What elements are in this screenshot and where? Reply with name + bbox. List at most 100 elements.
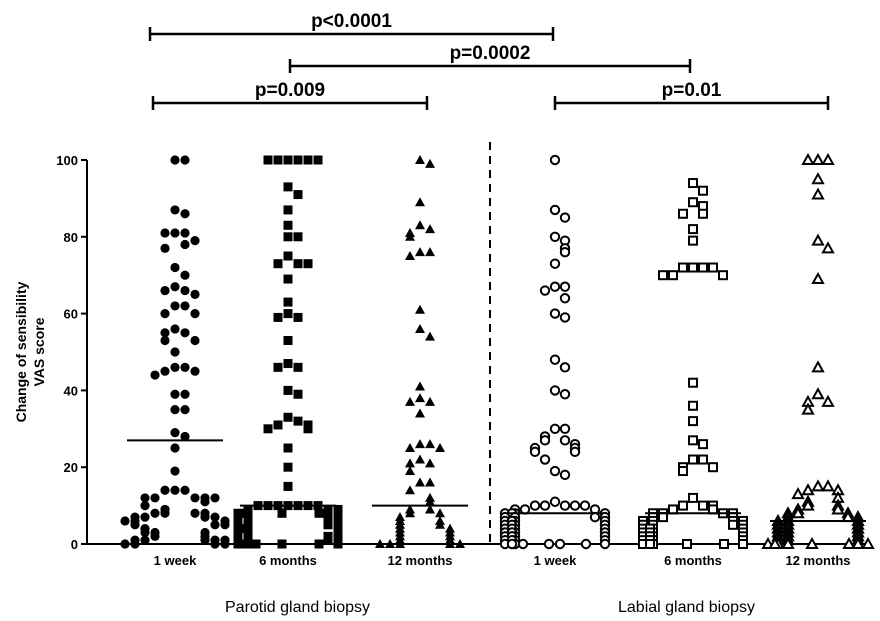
y-tick-label: 20: [64, 460, 78, 475]
data-point: [415, 247, 425, 257]
data-point: [263, 155, 273, 165]
data-point: [801, 152, 815, 165]
data-point: [170, 155, 180, 165]
data-point: [303, 424, 313, 434]
data-point: [415, 408, 425, 418]
data-point: [435, 508, 445, 518]
data-point: [375, 539, 385, 548]
data-point: [170, 205, 180, 215]
data-point: [313, 155, 323, 165]
data-point: [415, 477, 425, 487]
data-point: [190, 366, 200, 376]
data-point: [293, 416, 303, 426]
data-point: [283, 155, 293, 165]
data-point: [688, 262, 698, 273]
data-point: [559, 362, 571, 373]
data-point: [718, 270, 728, 281]
data-point: [698, 185, 708, 196]
data-point: [283, 251, 293, 261]
data-point: [283, 182, 293, 192]
data-point: [668, 270, 678, 281]
data-point: [293, 312, 303, 322]
data-point: [160, 285, 170, 296]
data-point: [273, 312, 283, 322]
data-point: [425, 158, 435, 168]
data-point: [569, 500, 581, 511]
data-point: [283, 359, 293, 369]
data-point: [273, 362, 283, 372]
data-point: [405, 396, 415, 406]
data-point: [801, 483, 815, 496]
data-point: [554, 538, 566, 550]
data-point: [170, 389, 180, 399]
data-point: [180, 389, 190, 399]
data-point: [559, 423, 571, 434]
data-point: [170, 324, 180, 334]
data-point: [688, 400, 698, 411]
data-point: [801, 498, 815, 511]
p-value-label: p=0.0002: [450, 43, 531, 64]
data-point: [283, 205, 293, 215]
x-tick-label: 12 months: [785, 553, 850, 568]
data-point: [821, 479, 835, 492]
data-point: [190, 335, 200, 346]
y-tick-label: 60: [64, 307, 78, 322]
data-point: [539, 454, 551, 465]
x-tick-label: 6 months: [259, 553, 317, 568]
data-point: [170, 301, 180, 311]
data-point: [791, 506, 805, 519]
y-axis-label: Change of sensibility: [13, 281, 29, 422]
data-point: [559, 312, 571, 323]
data-point: [314, 508, 324, 518]
data-point: [698, 500, 708, 511]
data-point: [549, 231, 561, 243]
data-point: [559, 293, 571, 304]
data-point: [405, 485, 415, 495]
data-point: [150, 493, 160, 503]
data-point: [233, 539, 243, 549]
data-point: [293, 155, 303, 165]
data-point: [200, 512, 210, 522]
y-tick-label: 80: [64, 230, 78, 245]
data-point: [140, 512, 150, 522]
data-point: [821, 394, 835, 407]
data-point: [190, 493, 200, 503]
x-tick-label: 12 months: [387, 553, 452, 568]
data-point: [160, 228, 170, 238]
data-point: [190, 236, 200, 246]
data-point: [415, 454, 425, 464]
data-point: [781, 536, 795, 549]
data-point: [200, 497, 210, 507]
data-point: [688, 492, 698, 503]
data-point: [658, 270, 668, 281]
data-point: [333, 504, 343, 514]
data-point: [688, 235, 698, 246]
data-point: [273, 155, 283, 165]
x-tick-label: 1 week: [534, 553, 577, 568]
data-point: [425, 331, 435, 341]
data-point: [698, 454, 708, 465]
data-point: [140, 535, 150, 545]
data-point: [719, 539, 729, 549]
data-point: [415, 323, 425, 333]
data-point: [435, 443, 445, 452]
data-point: [170, 262, 180, 273]
data-point: [678, 466, 688, 477]
data-point: [425, 477, 435, 487]
data-point: [688, 178, 698, 189]
data-point: [180, 485, 190, 495]
data-point: [303, 155, 313, 165]
data-point: [220, 539, 230, 549]
data-point: [210, 493, 220, 503]
data-point: [791, 487, 805, 500]
data-point: [842, 536, 856, 549]
data-point: [861, 536, 875, 549]
data-point: [559, 435, 571, 446]
data-point: [708, 262, 718, 273]
data-point: [738, 539, 748, 549]
group-label: Labial gland biopsy: [618, 599, 755, 616]
data-point: [559, 389, 571, 400]
data-point: [801, 402, 815, 415]
data-point: [698, 262, 708, 273]
data-point: [120, 516, 130, 526]
